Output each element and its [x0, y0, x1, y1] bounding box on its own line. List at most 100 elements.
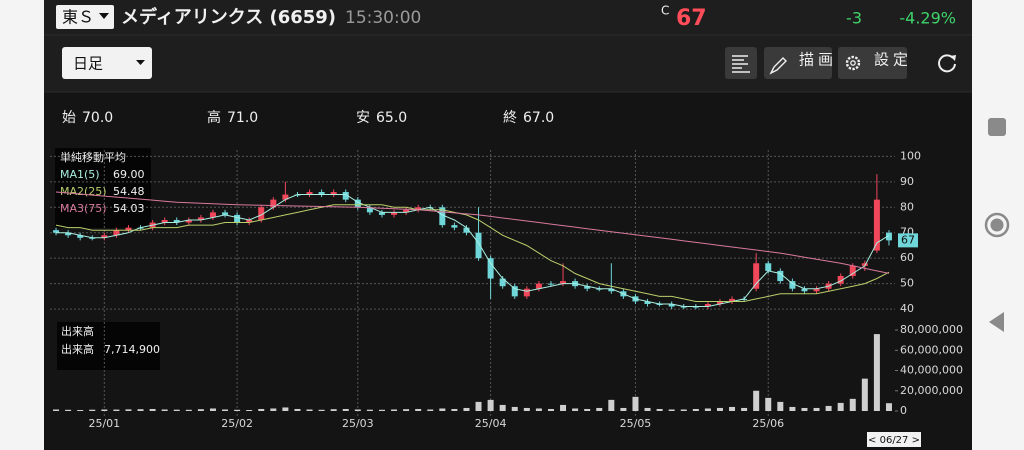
volume-bar [282, 407, 289, 411]
candle-body [849, 265, 856, 276]
candle-body [475, 232, 482, 259]
candle-body [584, 286, 591, 289]
change: -3 [846, 9, 862, 28]
y-tick-label: 80,000,000 [900, 323, 963, 336]
volume-bar [65, 409, 72, 411]
candle-body [596, 288, 603, 290]
ma-line [55, 204, 890, 302]
candle-body [113, 230, 120, 236]
y-tick-label: 100 [900, 149, 921, 162]
volume-bar [354, 409, 361, 411]
price-flag: C [661, 4, 669, 18]
market: 東Ｓ [62, 8, 94, 27]
candle-body [765, 263, 772, 271]
volume-bar [704, 408, 711, 411]
pencil-icon [769, 57, 787, 75]
volume-bar [572, 408, 579, 411]
y-tick-label: 20,000,000 [900, 384, 963, 397]
volume-bar [451, 408, 458, 411]
volume-bar [197, 409, 204, 411]
nav-back[interactable] [989, 312, 1004, 332]
volume-bar [403, 409, 410, 411]
candle-body [65, 232, 72, 236]
candle-body [801, 288, 808, 292]
candle-body [173, 220, 180, 223]
volume-bar [560, 404, 567, 411]
volume-bar [366, 409, 373, 411]
nav-recent[interactable] [988, 118, 1006, 136]
volume-bar [487, 399, 494, 411]
cursor-label: < 06/27 > [868, 435, 920, 446]
candle-body [837, 276, 844, 284]
candle-body [306, 192, 313, 195]
ma-legend-title: 単純移動平均 [60, 150, 126, 164]
candle-body [234, 214, 241, 223]
candle-body [197, 217, 204, 220]
period-select[interactable] [62, 47, 152, 79]
dropdown-arrow [136, 60, 145, 65]
draw-button[interactable] [764, 47, 832, 79]
volume-bar [692, 408, 699, 411]
volume-bar [161, 409, 168, 411]
volume-bar [777, 401, 784, 411]
candle-body [161, 220, 168, 223]
nav-home[interactable] [984, 212, 1010, 238]
volume-bar [861, 378, 868, 411]
candle-body [391, 212, 398, 215]
volume-bar [849, 398, 856, 411]
volume-bar [246, 409, 253, 411]
candle-body [451, 225, 458, 228]
volume-bar [149, 408, 156, 411]
legend-value: 54.03 [113, 202, 145, 215]
legend-value: 54.48 [113, 185, 145, 198]
candle-body [692, 306, 699, 308]
settings-button[interactable] [838, 47, 907, 79]
volume-bar [209, 408, 216, 411]
market-select[interactable] [56, 5, 114, 29]
candle-body [258, 207, 265, 220]
candle-body [463, 227, 470, 233]
volume-bar [306, 409, 313, 411]
volume-bar [53, 409, 60, 411]
candle-body [523, 288, 530, 297]
volume-bar [716, 407, 723, 411]
volume-bar [729, 406, 736, 411]
ma-line [56, 194, 890, 307]
candle-body [378, 212, 385, 215]
candle-body [366, 207, 373, 213]
summary-value: 71.0 [227, 110, 258, 126]
candle-body [511, 286, 518, 297]
volume-bar [632, 396, 639, 411]
volume-bar [596, 407, 603, 411]
volume-bar [535, 408, 542, 411]
indicator-button[interactable] [725, 47, 757, 79]
x-tick-label: 25/05 [620, 417, 652, 430]
volume-bar [463, 407, 470, 411]
candle-body [101, 235, 108, 238]
volume-bar [644, 407, 651, 411]
candle-body [813, 288, 820, 292]
candle-body [439, 207, 446, 226]
candle-body [209, 212, 216, 218]
volume-bar [753, 390, 760, 411]
candle-body [270, 199, 277, 208]
volume-bar [234, 409, 241, 411]
legend-value: 69.00 [113, 168, 145, 181]
legend-name: MA3(75) [60, 202, 107, 215]
candle-body [885, 232, 892, 241]
volume-bar [523, 407, 530, 411]
cursor-label-box [867, 432, 921, 447]
volume-bar [789, 406, 796, 411]
volume-bar [680, 409, 687, 411]
candle-body [753, 263, 760, 289]
volume-bar [101, 409, 108, 411]
summary-label: 終 [503, 110, 517, 126]
candle-body [330, 192, 337, 195]
refresh-icon[interactable] [938, 54, 956, 73]
y-tick-label: 60 [900, 251, 914, 264]
volume-bar [801, 407, 808, 411]
dropdown-arrow [99, 13, 109, 19]
volume-bar [415, 408, 422, 411]
